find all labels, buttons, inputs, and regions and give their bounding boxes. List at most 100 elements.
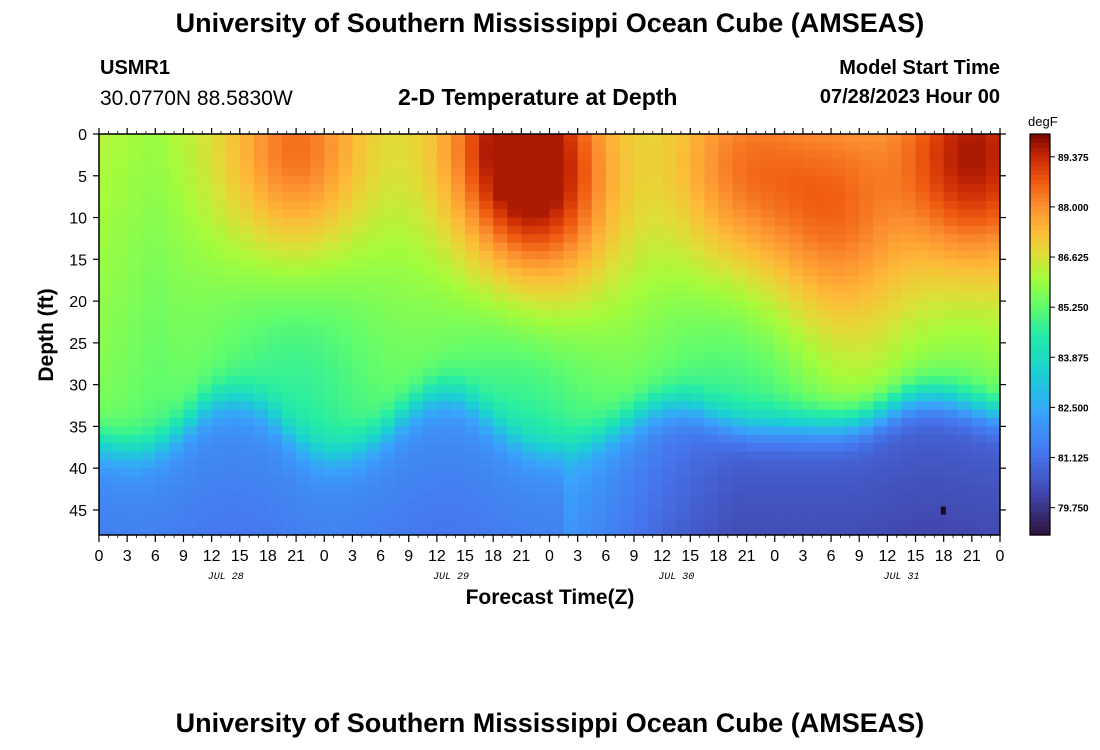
heatmap-cell xyxy=(662,134,677,143)
heatmap-cell xyxy=(211,167,227,177)
heatmap-cell xyxy=(169,142,185,152)
heatmap-cell xyxy=(845,518,860,528)
heatmap-cell xyxy=(310,493,325,503)
heatmap-cell xyxy=(816,501,832,511)
heatmap-cell xyxy=(141,351,156,361)
heatmap-cell xyxy=(901,209,917,219)
heatmap-cell xyxy=(746,509,762,519)
heatmap-cell xyxy=(760,367,776,377)
heatmap-cell xyxy=(591,501,607,511)
heatmap-cell xyxy=(704,459,720,469)
heatmap-cell xyxy=(971,392,987,402)
colorbar-segment xyxy=(1030,503,1050,509)
heatmap-cell xyxy=(605,225,621,235)
heatmap-cell xyxy=(436,276,452,285)
heatmap-cell xyxy=(465,468,480,478)
heatmap-cell xyxy=(704,217,720,227)
heatmap-cell xyxy=(915,309,931,319)
heatmap-cell xyxy=(718,250,734,260)
heatmap-cell xyxy=(239,250,255,260)
heatmap-cell xyxy=(704,167,720,177)
heatmap-cell xyxy=(211,150,227,160)
heatmap-cell xyxy=(394,468,410,478)
heatmap-cell xyxy=(535,301,551,311)
heatmap-cell xyxy=(845,392,860,402)
heatmap-cell xyxy=(760,484,776,494)
heatmap-cell xyxy=(535,134,551,143)
heatmap-cell xyxy=(746,167,762,177)
heatmap-cell xyxy=(155,150,170,160)
heatmap-cell xyxy=(718,175,734,185)
heatmap-cell xyxy=(633,175,649,185)
heatmap-cell xyxy=(521,484,537,494)
heatmap-cell xyxy=(633,200,649,210)
heatmap-cell xyxy=(577,292,593,302)
heatmap-cell xyxy=(127,468,142,478)
heatmap-cell xyxy=(127,392,142,402)
heatmap-cell xyxy=(648,301,663,311)
heatmap-cell xyxy=(943,175,959,185)
heatmap-cell xyxy=(366,175,382,185)
heatmap-cell xyxy=(394,418,410,427)
heatmap-cell xyxy=(141,192,156,202)
heatmap-cell xyxy=(197,334,213,344)
heatmap-cell xyxy=(338,242,354,252)
heatmap-cell xyxy=(732,351,748,361)
heatmap-cell xyxy=(957,484,973,494)
heatmap-cell xyxy=(239,501,255,511)
heatmap-cell xyxy=(352,184,368,194)
heatmap-cell xyxy=(267,142,283,152)
heatmap-cell xyxy=(408,284,424,294)
heatmap-cell xyxy=(732,426,748,436)
heatmap-cell xyxy=(676,526,691,535)
heatmap-cell xyxy=(366,509,382,519)
heatmap-cell xyxy=(985,526,1000,535)
heatmap-cell xyxy=(436,342,452,352)
heatmap-cell xyxy=(845,434,860,444)
heatmap-cell xyxy=(788,376,804,386)
heatmap-cell xyxy=(563,192,579,202)
heatmap-cell xyxy=(521,159,537,169)
heatmap-cell xyxy=(929,150,945,160)
colorbar-segment xyxy=(1030,357,1050,363)
heatmap-cell xyxy=(99,159,114,169)
heatmap-cell xyxy=(99,359,114,369)
heatmap-cell xyxy=(943,250,959,260)
heatmap-cell xyxy=(127,351,142,361)
heatmap-cell xyxy=(760,309,776,319)
heatmap-cell xyxy=(915,284,931,294)
heatmap-cell xyxy=(338,334,354,344)
heatmap-cell xyxy=(253,401,269,411)
heatmap-cell xyxy=(422,250,438,260)
heatmap-cell xyxy=(113,134,128,143)
heatmap-cell xyxy=(493,200,508,210)
heatmap-cell xyxy=(760,426,776,436)
heatmap-cell xyxy=(788,334,804,344)
heatmap-cell xyxy=(113,142,128,152)
heatmap-cell xyxy=(577,134,593,143)
heatmap-cell xyxy=(915,242,931,252)
heatmap-cell xyxy=(507,509,522,519)
heatmap-cell xyxy=(732,376,748,386)
heatmap-cell xyxy=(760,509,776,519)
heatmap-cell xyxy=(831,134,846,143)
heatmap-cell xyxy=(394,326,410,336)
heatmap-cell xyxy=(479,234,494,244)
heatmap-cell xyxy=(549,276,565,285)
heatmap-cell xyxy=(394,401,410,411)
heatmap-cell xyxy=(352,367,368,377)
heatmap-cell xyxy=(633,192,649,202)
heatmap-cell xyxy=(746,326,762,336)
heatmap-cell xyxy=(619,476,635,486)
heatmap-cell xyxy=(253,217,269,227)
heatmap-cell xyxy=(746,267,762,277)
heatmap-cell xyxy=(282,334,297,344)
heatmap-cell xyxy=(310,134,325,143)
heatmap-cell xyxy=(324,476,339,486)
heatmap-cell xyxy=(211,518,227,528)
heatmap-cell xyxy=(183,276,199,285)
heatmap-cell xyxy=(859,484,874,494)
heatmap-cell xyxy=(591,175,607,185)
heatmap-cell xyxy=(971,326,987,336)
